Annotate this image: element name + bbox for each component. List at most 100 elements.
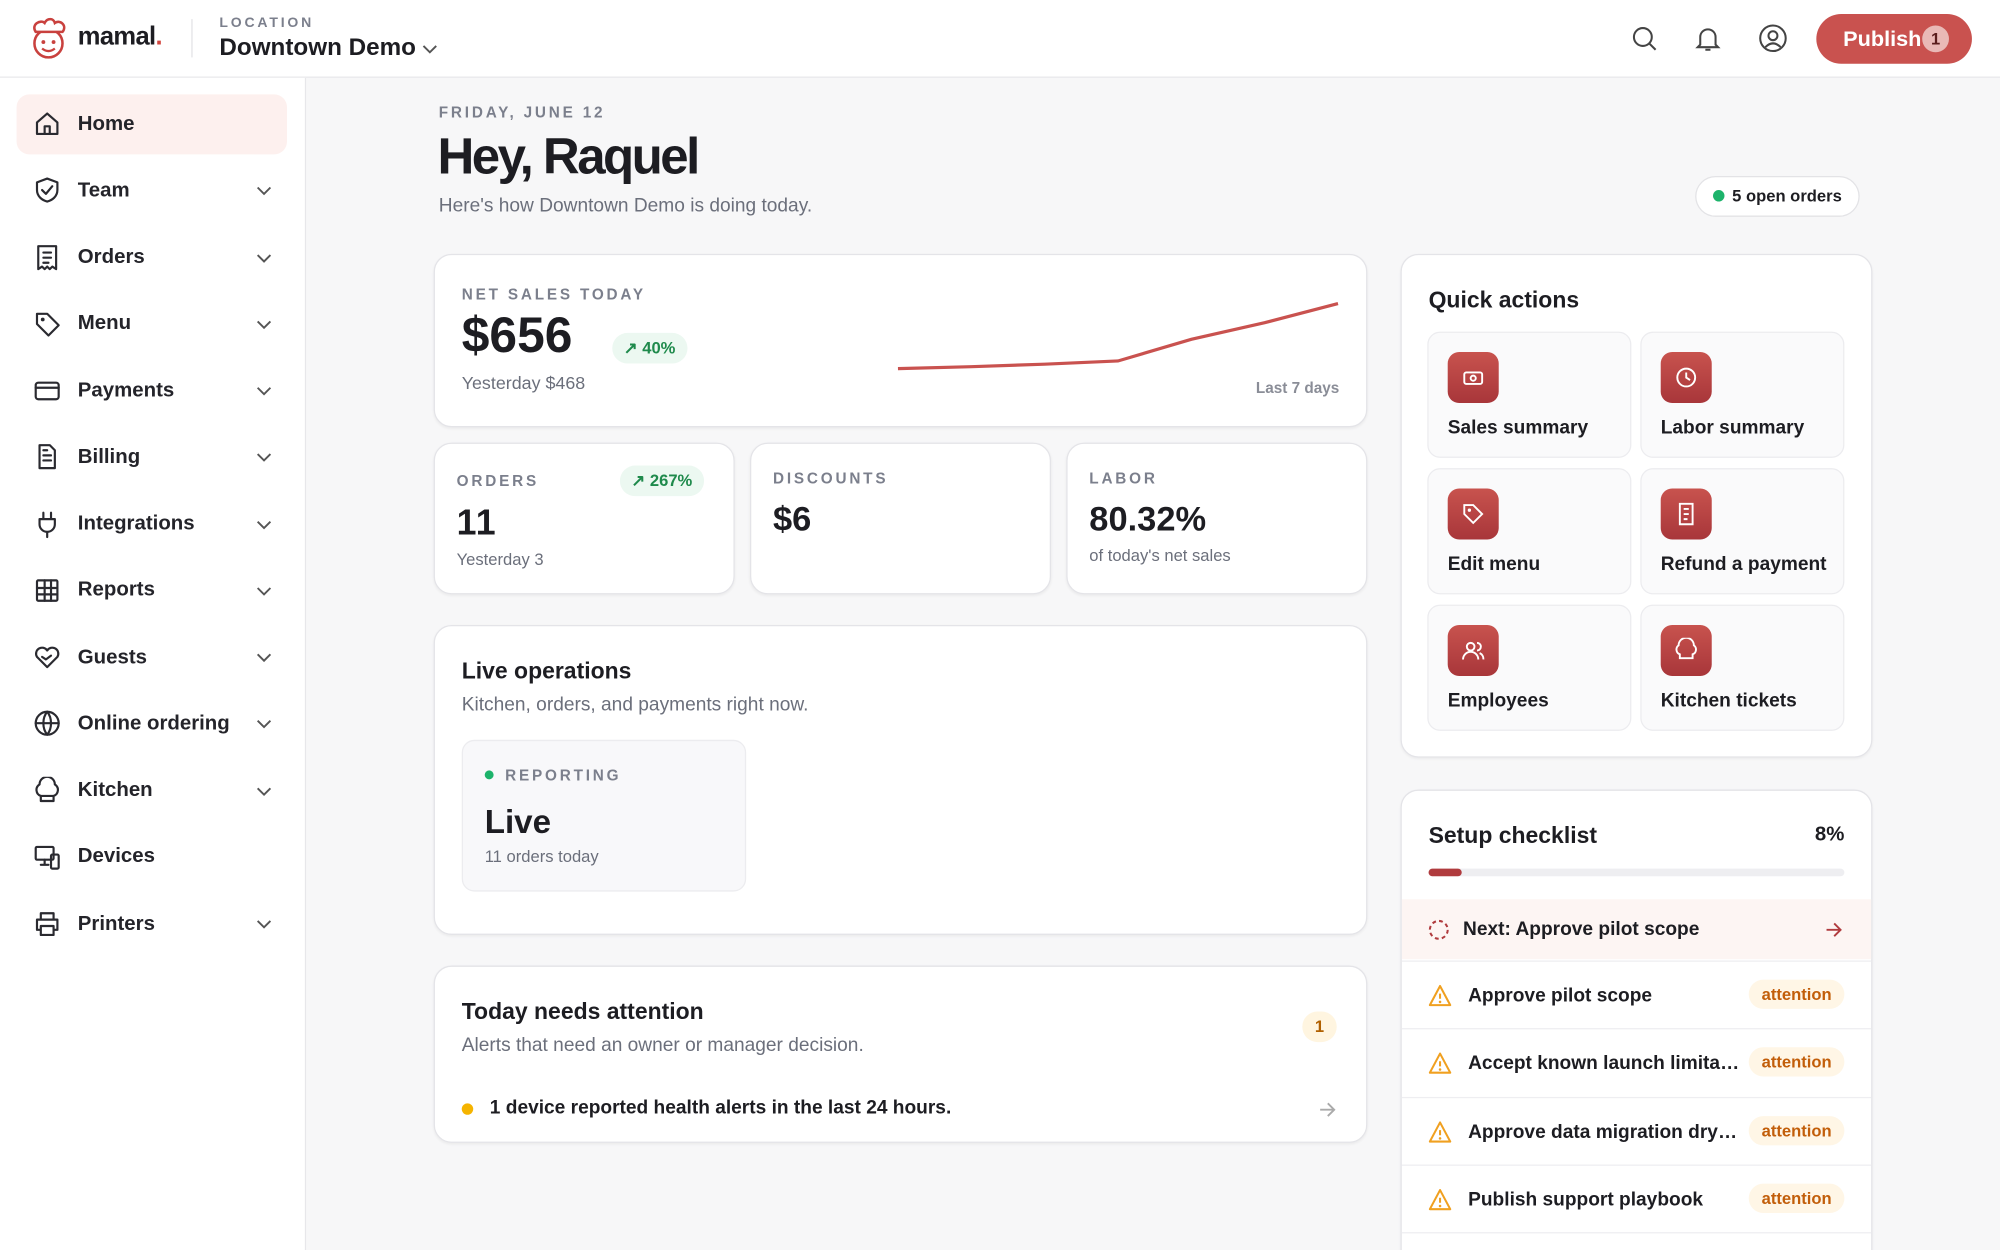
stat-value: $6 <box>772 499 812 539</box>
card-title: Quick actions <box>1428 286 1580 313</box>
checklist-row[interactable]: Accept known launch limita… attention <box>1401 1028 1872 1097</box>
notifications-button[interactable] <box>1694 24 1722 52</box>
nav-label: Orders <box>77 246 145 268</box>
nav-item[interactable]: Guests <box>17 628 287 688</box>
chevron <box>256 920 272 929</box>
setup-checklist-card: Setup checklist 8% Next: Approve pilot s… <box>1400 789 1873 1250</box>
nav-label: Menu <box>77 312 132 335</box>
nav-item[interactable]: Devices <box>17 827 287 887</box>
stat-sub: of today's net sales <box>1089 545 1231 566</box>
chevron <box>256 320 272 329</box>
logo <box>33 17 66 59</box>
publish-count: 1 <box>1922 25 1949 53</box>
nav-item[interactable]: Home <box>16 94 287 155</box>
attention-count: 1 <box>1302 1011 1337 1043</box>
quick-action[interactable]: Refund a payment <box>1640 468 1845 595</box>
nav-item[interactable]: Printers <box>17 894 287 954</box>
nav-item[interactable]: Integrations <box>17 494 287 554</box>
quick-action[interactable]: Edit menu <box>1427 468 1632 595</box>
quick-action[interactable]: Kitchen tickets <box>1640 604 1845 731</box>
progress-track <box>1428 868 1845 877</box>
nav-label: Devices <box>77 845 155 868</box>
nav-icon <box>35 776 59 802</box>
brand: mamal. <box>78 22 163 52</box>
nav-icon <box>35 912 59 937</box>
stat-sub: Yesterday 3 <box>456 549 544 569</box>
nav-icon <box>38 444 56 470</box>
nav-label: Guests <box>77 646 148 668</box>
quick-action[interactable]: Sales summary <box>1427 331 1632 458</box>
chevron <box>256 520 272 529</box>
range: Last 7 days <box>1255 378 1340 397</box>
action-label: Edit menu <box>1447 553 1541 576</box>
chevron <box>256 653 272 663</box>
greeting: Hey, Raquel <box>437 128 700 185</box>
nav-icon <box>38 511 56 538</box>
nav-item[interactable]: Payments <box>17 361 287 421</box>
nav-item[interactable]: Reports <box>17 561 287 621</box>
action-icon <box>1660 624 1712 677</box>
action-label: Labor summary <box>1660 417 1805 439</box>
action-icon <box>1447 488 1499 540</box>
checklist-row[interactable]: Publish support playbook attention <box>1401 1164 1872 1233</box>
row-label: Publish support playbook <box>1468 1188 1704 1211</box>
discounts-card: DISCOUNTS $6 <box>749 442 1052 595</box>
nav-label: Kitchen <box>77 779 153 802</box>
row-status: attention <box>1748 1047 1845 1077</box>
nav-item[interactable]: Team <box>17 161 287 221</box>
checklist-row[interactable]: Approve data migration dry… attention <box>1401 1096 1872 1165</box>
account-button[interactable] <box>1758 23 1789 54</box>
progress-label: 8% <box>1814 823 1845 846</box>
nav-item[interactable]: Menu <box>17 294 287 354</box>
tile-sub: 11 orders today <box>484 846 599 867</box>
action-label: Kitchen tickets <box>1660 690 1797 712</box>
quick-action[interactable]: Employees <box>1427 604 1632 731</box>
nav-item[interactable]: Orders <box>17 228 287 288</box>
nav-icon <box>35 578 59 602</box>
tile-label: REPORTING <box>505 766 622 785</box>
search-button[interactable] <box>1630 24 1658 52</box>
live-operations-card: Live operations Kitchen, orders, and pay… <box>433 624 1368 935</box>
card-title: Today needs attention <box>461 998 704 1025</box>
row-label: Accept known launch limita… <box>1468 1052 1740 1075</box>
nav-item[interactable]: Kitchen <box>17 761 287 821</box>
row-label: Approve data migration dry… <box>1468 1120 1738 1143</box>
brand-dot: . <box>155 22 162 52</box>
nav-label: Printers <box>77 912 155 935</box>
chevron <box>256 187 272 196</box>
net-sales-change: ↗ 40% <box>612 332 687 364</box>
nav-item[interactable]: Billing <box>17 428 287 488</box>
date: FRIDAY, JUNE 12 <box>438 103 606 122</box>
stat-value: 11 <box>456 502 497 543</box>
orders-change: ↗ 267% <box>619 465 704 497</box>
location-picker[interactable]: Downtown Demo <box>219 34 438 62</box>
row-label: Approve pilot scope <box>1468 984 1653 1007</box>
chevron <box>423 45 438 54</box>
nav-icon <box>34 381 60 401</box>
row-status: attention <box>1748 979 1845 1009</box>
quick-actions-card: Quick actions Sales summary Labor summar… <box>1400 253 1873 758</box>
nav-label: Billing <box>77 446 141 468</box>
row-status: attention <box>1748 1183 1845 1213</box>
attention-card: Today needs attention Alerts that need a… <box>433 965 1368 1143</box>
warning-icon <box>1428 1052 1452 1075</box>
nav-label: Team <box>77 179 130 202</box>
row-divider <box>1401 1232 1872 1250</box>
publish-button[interactable]: Publish 1 <box>1816 14 1972 64</box>
open-orders-label: 5 open orders <box>1732 186 1842 206</box>
stat-label: ORDERS <box>456 471 539 490</box>
change-value: 40% <box>642 338 676 358</box>
action-label: Employees <box>1447 690 1549 712</box>
quick-action[interactable]: Labor summary <box>1640 331 1845 458</box>
top-bar: mamal. LOCATION Downtown Demo Publish 1 <box>0 0 2000 78</box>
checklist-row[interactable]: Approve pilot scope attention <box>1401 960 1872 1029</box>
sparkline <box>897 302 1339 371</box>
stat-label: DISCOUNTS <box>772 469 889 488</box>
stat-value: 80.32% <box>1089 499 1207 539</box>
next-step[interactable]: Next: Approve pilot scope <box>1401 899 1872 960</box>
alert-row[interactable]: 1 device reported health alerts in the l… <box>461 1094 1340 1125</box>
labor-card: LABOR 80.32% of today's net sales <box>1066 442 1368 595</box>
nav-item[interactable]: Online ordering <box>17 694 287 754</box>
open-orders[interactable]: 5 open orders <box>1695 176 1860 217</box>
